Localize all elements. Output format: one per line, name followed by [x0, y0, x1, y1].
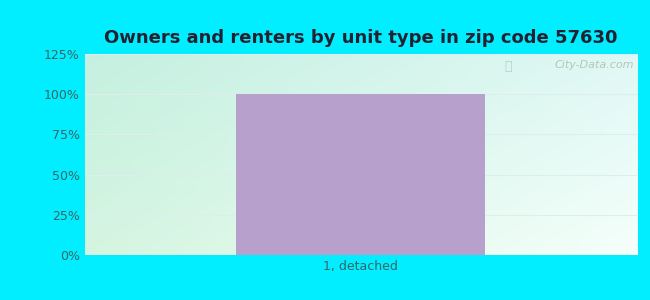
- Text: City-Data.com: City-Data.com: [554, 60, 634, 70]
- Bar: [237, 94, 485, 255]
- Title: Owners and renters by unit type in zip code 57630: Owners and renters by unit type in zip c…: [104, 29, 618, 47]
- Text: ⦿: ⦿: [504, 60, 512, 73]
